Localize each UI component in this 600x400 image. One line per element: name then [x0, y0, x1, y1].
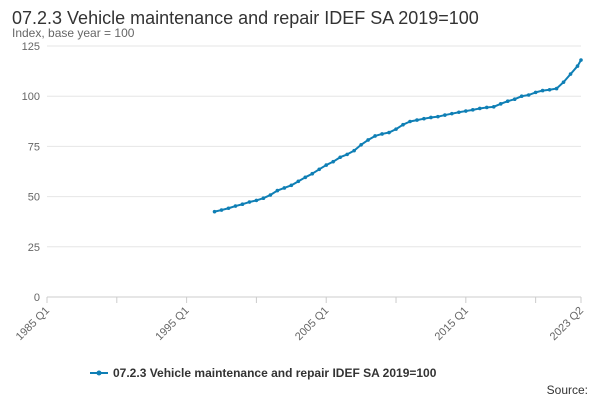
series-layer: [212, 58, 583, 214]
x-axis: [46, 296, 582, 303]
data-point: [422, 116, 426, 121]
data-point: [317, 167, 322, 172]
data-point: [477, 106, 482, 111]
chart-subtitle: Index, base year = 100: [12, 26, 135, 40]
data-point: [275, 188, 280, 193]
data-point: [526, 93, 531, 97]
y-tick-label: 125: [22, 41, 40, 53]
data-point: [394, 127, 398, 131]
data-point: [575, 64, 580, 68]
data-point: [212, 209, 217, 214]
x-tick-label: 1985 Q1: [14, 305, 52, 343]
x-axis-tick-labels: 1985 Q1 1995 Q1 2005 Q1 2015 Q1 2023 Q2: [14, 305, 586, 343]
data-point: [359, 142, 363, 147]
data-point: [464, 109, 468, 113]
data-point: [519, 94, 524, 98]
x-tick-label: 2005 Q1: [293, 305, 331, 343]
data-point: [296, 179, 301, 184]
x-tick-label: 2015 Q1: [433, 305, 471, 343]
data-point: [579, 58, 583, 62]
data-point: [498, 102, 503, 106]
data-point: [233, 204, 238, 208]
data-point: [345, 152, 349, 157]
data-point: [331, 159, 336, 164]
data-point: [408, 119, 412, 124]
data-point: [436, 114, 440, 119]
data-point: [380, 132, 384, 136]
data-point: [484, 105, 489, 110]
data-point: [268, 193, 273, 197]
series-line: [213, 59, 582, 213]
data-point: [401, 122, 405, 127]
chart-title: 07.2.3 Vehicle maintenance and repair ID…: [12, 8, 479, 28]
data-point: [226, 206, 231, 211]
data-point: [254, 198, 259, 203]
data-point: [505, 99, 510, 104]
data-point: [533, 90, 538, 95]
data-point: [261, 196, 266, 201]
data-point: [373, 134, 377, 138]
y-axis-tick-labels: 0 25 50 75 100 125: [22, 41, 40, 304]
data-point: [352, 148, 356, 153]
y-tick-label: 0: [34, 292, 40, 304]
data-point: [457, 110, 461, 115]
data-point: [415, 118, 419, 122]
data-point: [303, 175, 308, 180]
data-point: [338, 155, 342, 160]
gridlines: [47, 45, 581, 248]
data-point: [387, 130, 391, 135]
data-point: [219, 208, 224, 212]
data-point: [491, 105, 496, 109]
data-point: [561, 80, 566, 84]
data-point: [450, 111, 454, 116]
data-point: [512, 97, 517, 102]
data-point: [240, 202, 245, 207]
data-point: [366, 138, 370, 142]
data-point: [247, 200, 252, 204]
data-point: [568, 72, 573, 76]
data-point: [471, 108, 475, 112]
y-tick-label: 100: [22, 91, 40, 103]
x-tick-label: 2023 Q2: [548, 305, 586, 343]
data-point: [324, 163, 329, 167]
data-point: [554, 86, 559, 91]
data-point: [540, 88, 545, 93]
data-point: [282, 186, 287, 190]
data-point: [289, 183, 294, 188]
legend-entry-label: 07.2.3 Vehicle maintenance and repair ID…: [113, 366, 437, 380]
legend-swatch-marker: [96, 370, 102, 376]
y-tick-label: 25: [28, 242, 40, 254]
data-point: [547, 87, 552, 92]
y-tick-label: 75: [28, 141, 40, 153]
x-tick-label: 1995 Q1: [153, 305, 191, 343]
data-point: [443, 113, 447, 117]
data-point: [429, 115, 433, 120]
legend: 07.2.3 Vehicle maintenance and repair ID…: [90, 366, 437, 380]
data-point: [310, 171, 315, 176]
source-label: Source:: [547, 383, 588, 397]
y-tick-label: 50: [28, 192, 40, 204]
